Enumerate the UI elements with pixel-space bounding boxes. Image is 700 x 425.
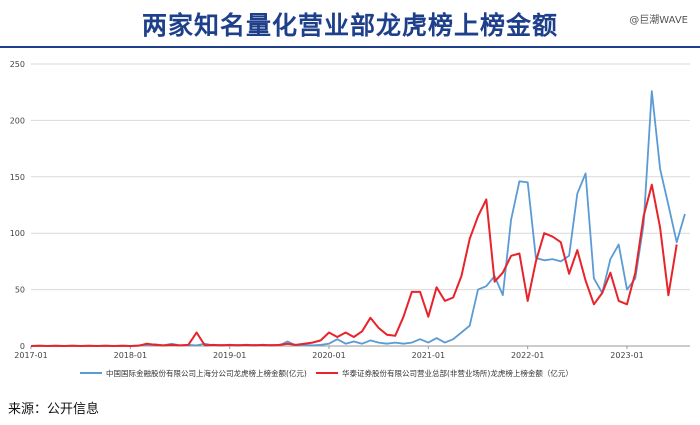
y-tick-label: 200 <box>10 116 25 125</box>
title-bar: 两家知名量化营业部龙虎榜上榜金额 @巨潮WAVE <box>0 0 700 48</box>
series-line-1 <box>30 90 686 347</box>
x-tick-label: 2023-01 <box>610 351 643 360</box>
x-tick-label: 2017-01 <box>14 351 47 360</box>
chart-title: 两家知名量化营业部龙虎榜上榜金额 <box>141 11 558 40</box>
x-tick-label: 2018-01 <box>114 351 147 360</box>
x-tick-label: 2022-01 <box>511 351 544 360</box>
x-tick-label: 2020-01 <box>312 351 345 360</box>
x-tick-label: 2021-01 <box>412 351 445 360</box>
legend-label: 中国国际金融股份有限公司上海分公司龙虎榜上榜金额(亿元) <box>106 368 307 378</box>
watermark: @巨潮WAVE <box>629 15 688 26</box>
y-tick-label: 50 <box>15 286 25 295</box>
x-tick-label: 2019-01 <box>213 351 246 360</box>
y-tick-label: 150 <box>10 173 25 182</box>
series-line-2 <box>30 183 678 347</box>
line-chart: 0 50 100 150 200 250 2017-01 2018-01 2019-01 2020… <box>10 60 690 378</box>
source-note: 来源：公开信息 <box>8 402 100 417</box>
y-tick-label: 250 <box>10 60 25 69</box>
legend-label: 华泰证券股份有限公司营业总部(非营业场所)龙虎榜上榜金额（亿元） <box>342 368 573 378</box>
y-tick-label: 0 <box>20 342 25 351</box>
y-tick-label: 100 <box>10 229 25 238</box>
